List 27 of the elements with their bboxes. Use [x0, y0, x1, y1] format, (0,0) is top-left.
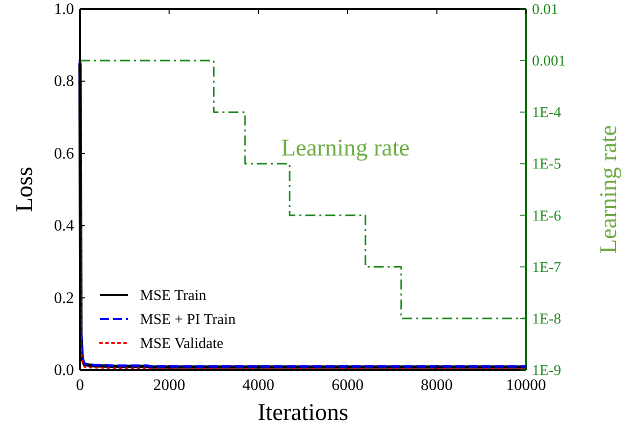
y-tick-label: 0.2: [54, 290, 74, 307]
y2-tick-label: 1E-6: [532, 208, 562, 224]
y2-tick-label: 1E-8: [532, 311, 562, 328]
y-tick-label: 1.0: [54, 1, 74, 18]
legend-label: MSE Train: [140, 288, 207, 304]
x-tick-label: 0: [76, 377, 84, 394]
y-tick-label: 0.8: [54, 73, 74, 90]
x-axis-title: Iterations: [258, 400, 348, 426]
y2-tick-label: 1E-7: [532, 260, 562, 276]
y-tick-label: 0.6: [54, 145, 74, 162]
series-label: Learning rate: [281, 136, 410, 162]
y2-tick-label: 1E-5: [532, 156, 562, 173]
legend-label: MSE + PI Train: [140, 312, 236, 328]
legend-label: MSE Validate: [140, 336, 224, 352]
x-tick-label: 4000: [242, 377, 274, 394]
y2-tick-label: 0.01: [532, 2, 558, 18]
y2-axis-title: Learning rate: [596, 125, 622, 254]
y-axis-title: Loss: [12, 166, 38, 212]
y-tick-label: 0.0: [54, 362, 74, 379]
y-tick-label: 0.4: [54, 218, 74, 235]
y2-tick-label: 1E-4: [532, 105, 562, 122]
y2-tick-label: 0.001: [532, 54, 566, 70]
x-tick-label: 10000: [506, 377, 546, 394]
x-tick-label: 6000: [332, 377, 364, 394]
y2-tick-label: 1E-9: [532, 363, 562, 379]
x-tick-label: 8000: [420, 377, 453, 394]
x-tick-label: 2000: [153, 377, 186, 394]
